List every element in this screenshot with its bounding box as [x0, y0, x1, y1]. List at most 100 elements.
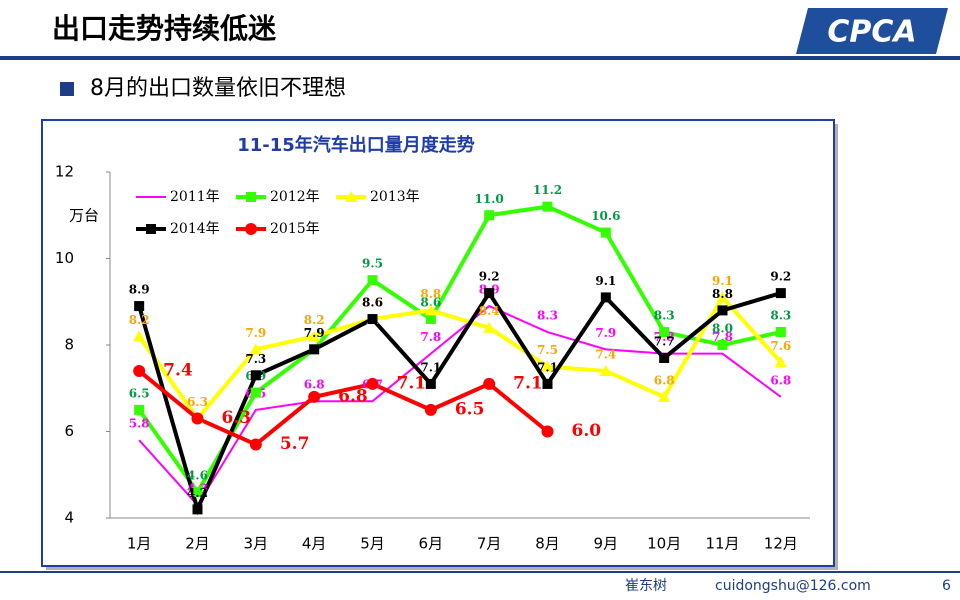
data-label: 7.1 — [420, 360, 441, 374]
data-label: 8.6 — [362, 296, 383, 310]
x-tick-label: 2月 — [185, 535, 210, 553]
data-label: 7.8 — [712, 330, 733, 344]
x-tick-label: 6月 — [419, 535, 444, 553]
data-label: 10.6 — [591, 209, 620, 223]
data-label: 8.3 — [770, 309, 791, 323]
point — [775, 288, 786, 299]
footer-email: cuidongshu@126.com — [715, 578, 871, 594]
chart-frame — [41, 119, 835, 567]
point — [250, 387, 261, 398]
data-label: 6.5 — [455, 399, 485, 419]
data-label: 6.8 — [770, 373, 791, 387]
data-label: 6.8 — [654, 373, 675, 387]
data-label: 9.1 — [712, 274, 733, 288]
x-tick-label: 3月 — [244, 535, 269, 553]
data-label: 8.2 — [304, 313, 325, 327]
point — [192, 487, 203, 498]
data-label: 7.7 — [654, 334, 675, 348]
point — [308, 330, 321, 342]
x-tick-label: 7月 — [477, 535, 502, 553]
point — [541, 425, 554, 438]
data-label: 6.8 — [304, 378, 325, 392]
data-label: 8.3 — [654, 309, 675, 323]
point — [658, 390, 671, 402]
data-label: 7.3 — [245, 352, 266, 366]
y-tick-label: 12 — [55, 163, 74, 181]
x-tick-label: 9月 — [594, 535, 619, 553]
point — [483, 377, 496, 390]
series-line — [137, 289, 782, 516]
point — [600, 227, 611, 238]
legend-label: 2011年 — [170, 189, 220, 205]
data-label: 8.8 — [712, 287, 733, 301]
point — [483, 321, 496, 333]
data-label: 6.3 — [187, 395, 208, 409]
data-label: 9.5 — [362, 257, 383, 271]
data-label: 7.6 — [770, 339, 791, 353]
data-label: 7.8 — [420, 330, 441, 344]
y-tick-label: 6 — [64, 422, 74, 440]
point — [599, 364, 612, 376]
x-tick-label: 1月 — [127, 535, 152, 553]
logo: CPCA — [827, 15, 916, 50]
legend-label: 2014年 — [170, 221, 220, 237]
data-label: 8.2 — [129, 313, 150, 327]
legend-marker — [245, 223, 257, 235]
x-tick-label: 4月 — [302, 535, 327, 553]
y-axis-label: 万台 — [69, 207, 99, 225]
data-label: 4.6 — [187, 469, 208, 483]
data-label: 9.2 — [770, 270, 791, 284]
y-tick-label: 4 — [64, 509, 74, 527]
point — [774, 356, 787, 368]
point — [366, 377, 379, 390]
series-line — [137, 294, 783, 422]
legend-marker — [345, 191, 357, 202]
point — [367, 314, 378, 325]
x-tick-label: 12月 — [764, 535, 798, 553]
footer-author: 崔东树 — [625, 578, 667, 594]
point — [717, 340, 728, 350]
y-tick-label: 10 — [55, 249, 74, 267]
point — [425, 378, 436, 389]
data-label: 8.6 — [362, 296, 383, 310]
data-label: 7.9 — [245, 326, 266, 340]
slide-title: 出口走势持续低迷 — [52, 12, 277, 45]
data-label: 9.1 — [595, 274, 616, 288]
point — [308, 390, 321, 403]
legend-marker — [246, 192, 256, 202]
data-label: 7.1 — [513, 373, 543, 393]
data-label: 8.3 — [537, 309, 558, 323]
x-tick-label: 8月 — [535, 535, 560, 553]
point — [309, 344, 320, 355]
point — [249, 438, 262, 451]
data-label: 7.1 — [537, 360, 558, 374]
series-line — [137, 204, 782, 496]
data-label: 6.8 — [338, 386, 368, 406]
point — [250, 370, 261, 381]
data-label: 7.4 — [163, 360, 193, 380]
footer-rule — [0, 571, 960, 573]
x-tick-label: 11月 — [705, 535, 739, 553]
point — [191, 412, 204, 425]
data-label: 7.5 — [537, 343, 558, 357]
data-label: 11.2 — [533, 183, 562, 197]
bullet: 8月的出口数量依旧不理想 — [90, 76, 346, 101]
point — [484, 210, 495, 221]
bullet-marker — [60, 82, 74, 96]
legend-label: 2015年 — [270, 221, 320, 237]
point — [542, 378, 553, 389]
point — [424, 304, 437, 316]
data-label: 8.6 — [420, 296, 441, 310]
data-label: 8.8 — [420, 287, 441, 301]
series-line — [137, 369, 549, 447]
point — [133, 364, 146, 377]
data-label: 7.9 — [304, 326, 325, 340]
legend-label: 2013年 — [370, 189, 420, 205]
data-label: 7.9 — [595, 326, 616, 340]
series-line — [138, 304, 782, 507]
point — [192, 504, 203, 515]
point — [542, 201, 553, 212]
data-label: 6.5 — [129, 386, 150, 400]
point — [484, 288, 495, 299]
